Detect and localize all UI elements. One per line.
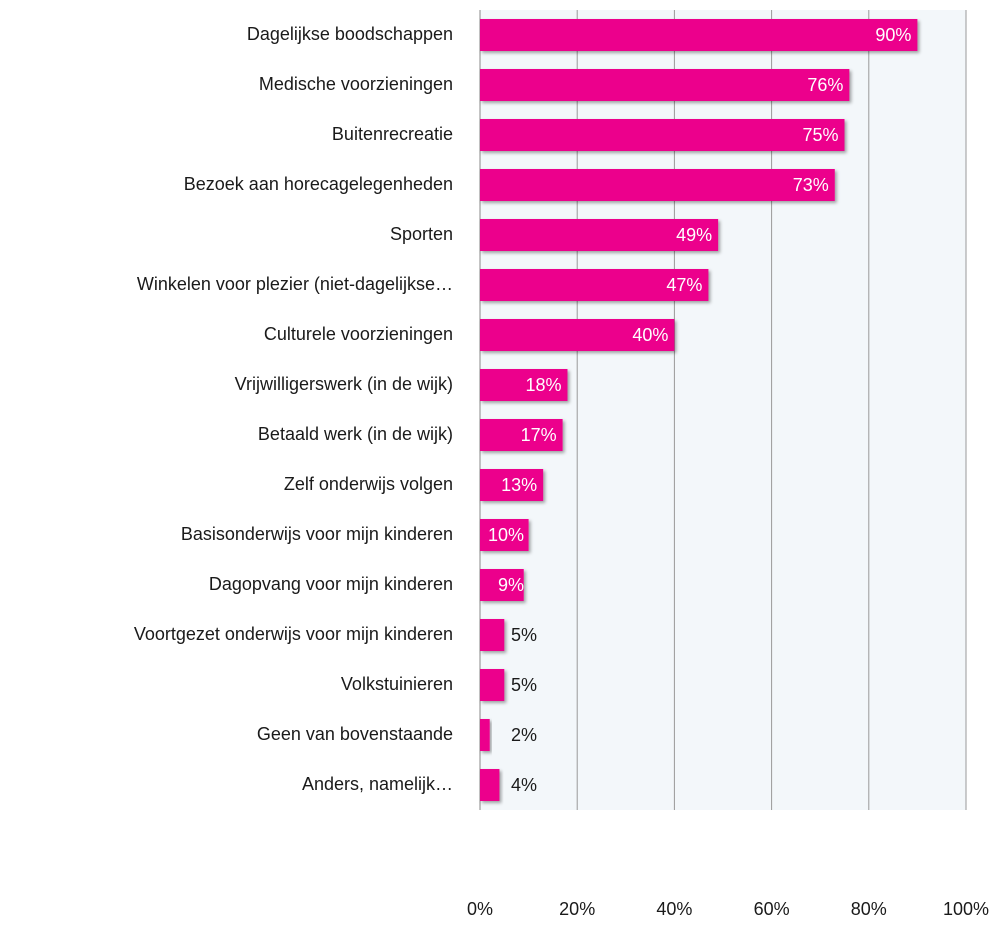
- y-tick-label: Dagopvang voor mijn kinderen: [209, 574, 453, 594]
- data-label: 90%: [875, 25, 911, 45]
- bar: [480, 19, 918, 51]
- y-tick-label: Basisonderwijs voor mijn kinderen: [181, 524, 453, 544]
- bar: [480, 669, 505, 701]
- y-tick-label: Zelf onderwijs volgen: [284, 474, 453, 494]
- x-tick-label: 0%: [467, 899, 493, 919]
- data-label: 40%: [632, 325, 668, 345]
- data-label: 4%: [511, 775, 537, 795]
- data-label: 47%: [666, 275, 702, 295]
- x-tick-label: 100%: [943, 899, 989, 919]
- y-tick-label: Winkelen voor plezier (niet-dagelijkse…: [137, 274, 453, 294]
- data-label: 17%: [521, 425, 557, 445]
- data-label: 49%: [676, 225, 712, 245]
- y-tick-label: Sporten: [390, 224, 453, 244]
- y-tick-label: Culturele voorzieningen: [264, 324, 453, 344]
- y-tick-label: Betaald werk (in de wijk): [258, 424, 453, 444]
- bar: [480, 719, 490, 751]
- data-label: 18%: [525, 375, 561, 395]
- x-tick-label: 80%: [851, 899, 887, 919]
- bar: [480, 519, 529, 551]
- data-label: 10%: [488, 525, 524, 545]
- data-label: 73%: [793, 175, 829, 195]
- bar: [480, 369, 568, 401]
- y-tick-label: Voortgezet onderwijs voor mijn kinderen: [134, 624, 453, 644]
- x-tick-label: 60%: [754, 899, 790, 919]
- y-tick-label: Anders, namelijk…: [302, 774, 453, 794]
- bar: [480, 619, 505, 651]
- data-label: 2%: [511, 725, 537, 745]
- data-label: 5%: [511, 675, 537, 695]
- bar: [480, 319, 675, 351]
- bar: [480, 269, 709, 301]
- bar: [480, 569, 524, 601]
- data-label: 13%: [501, 475, 537, 495]
- y-tick-label: Medische voorzieningen: [259, 74, 453, 94]
- bar: [480, 419, 563, 451]
- bar: [480, 119, 845, 151]
- y-tick-label: Dagelijkse boodschappen: [247, 24, 453, 44]
- data-label: 76%: [807, 75, 843, 95]
- y-tick-label: Volkstuinieren: [341, 674, 453, 694]
- x-tick-label: 40%: [656, 899, 692, 919]
- bar: [480, 69, 850, 101]
- data-label: 75%: [802, 125, 838, 145]
- y-tick-label: Bezoek aan horecagelegenheden: [184, 174, 453, 194]
- y-tick-label: Vrijwilligerswerk (in de wijk): [235, 374, 453, 394]
- y-tick-label: Buitenrecreatie: [332, 124, 453, 144]
- bar: [480, 169, 835, 201]
- data-label: 9%: [498, 575, 524, 595]
- x-tick-label: 20%: [559, 899, 595, 919]
- y-tick-label: Geen van bovenstaande: [257, 724, 453, 744]
- bar: [480, 219, 719, 251]
- bar: [480, 769, 500, 801]
- bar: [480, 469, 544, 501]
- data-label: 5%: [511, 625, 537, 645]
